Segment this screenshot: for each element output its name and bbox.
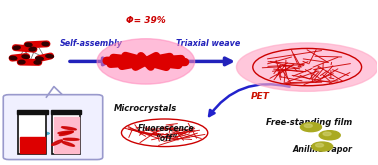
Circle shape [323,132,331,136]
Bar [18,114,46,154]
Text: Self-assembly: Self-assembly [60,39,123,49]
Ellipse shape [59,132,73,135]
Bar [17,110,48,114]
Circle shape [301,123,321,132]
Ellipse shape [18,60,25,64]
Ellipse shape [237,43,378,91]
Ellipse shape [97,39,195,84]
Ellipse shape [29,47,36,51]
Ellipse shape [46,55,54,58]
FancyBboxPatch shape [3,95,103,160]
Bar [54,117,79,153]
Text: Triaxial weave: Triaxial weave [176,39,240,49]
Circle shape [319,131,340,140]
Circle shape [312,142,333,151]
Ellipse shape [58,131,73,134]
Ellipse shape [52,140,62,145]
Text: PET: PET [251,92,270,101]
Ellipse shape [25,43,32,47]
Ellipse shape [9,56,17,60]
Bar [51,110,81,114]
Ellipse shape [42,42,49,46]
Text: Free-standing film: Free-standing film [266,118,352,127]
Circle shape [304,124,312,128]
Ellipse shape [62,142,74,146]
Ellipse shape [62,127,76,130]
Ellipse shape [13,46,20,50]
Text: Φ= 39%: Φ= 39% [126,16,166,25]
Ellipse shape [34,61,41,64]
Bar [52,114,80,154]
Bar [20,137,45,153]
Text: Microcrystals: Microcrystals [114,104,178,113]
Circle shape [316,144,324,147]
Text: Aniline vapor: Aniline vapor [292,145,352,153]
Ellipse shape [22,55,29,58]
Text: Fluorescence
“off”: Fluorescence “off” [138,124,195,143]
Ellipse shape [63,138,79,140]
Ellipse shape [36,57,43,60]
